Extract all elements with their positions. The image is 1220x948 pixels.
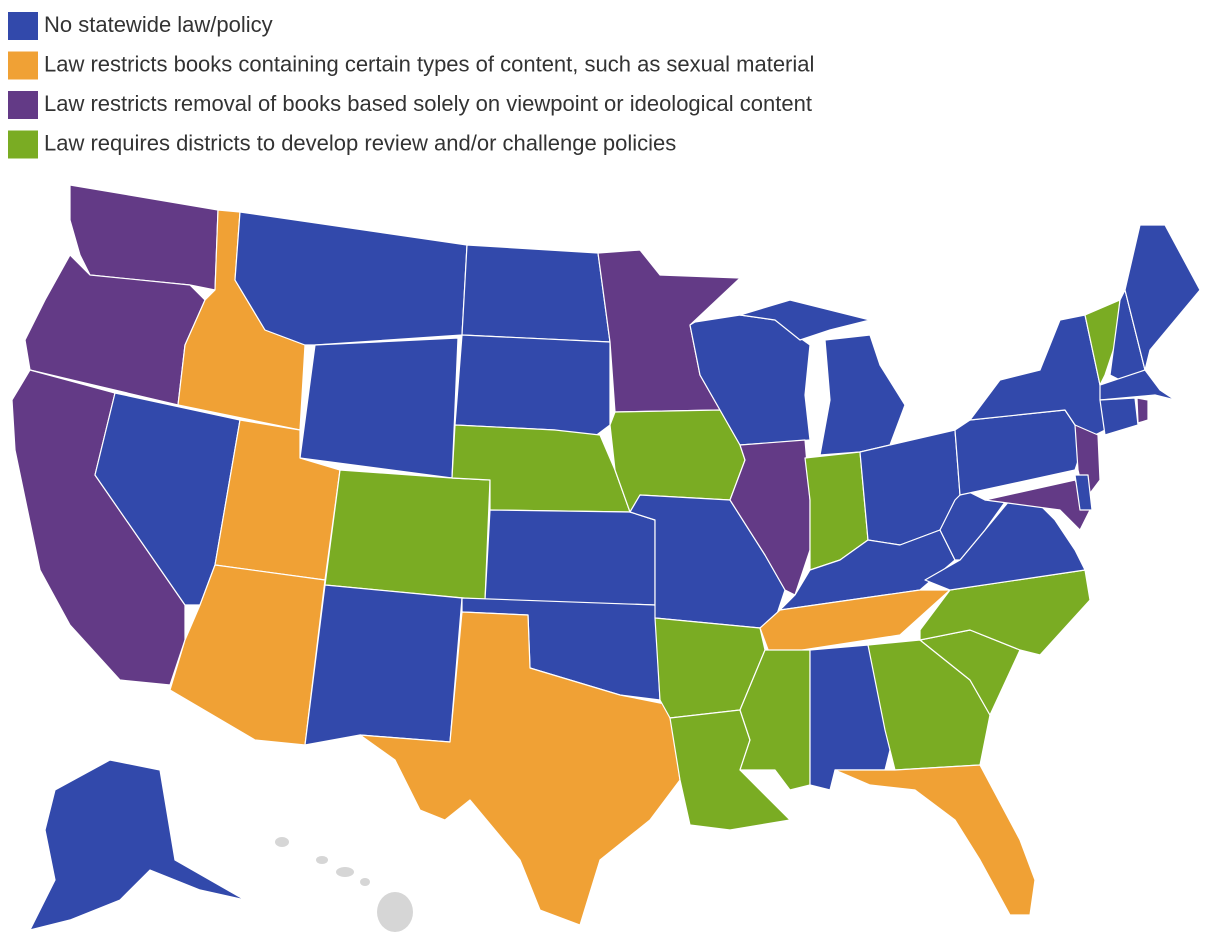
state: [834, 764, 1036, 916]
state: [484, 509, 656, 606]
island: [360, 878, 370, 886]
state: [454, 334, 611, 441]
legend-label: Law requires districts to develop review…: [44, 130, 676, 155]
state: [1099, 397, 1139, 436]
state: [819, 334, 906, 456]
island: [275, 837, 289, 847]
legend-swatch: [8, 91, 38, 119]
state: [629, 494, 786, 629]
state: [359, 611, 681, 926]
state: [29, 759, 246, 931]
state: [739, 299, 871, 341]
state: [984, 479, 1091, 531]
state: [461, 244, 611, 343]
legend-swatch: [8, 12, 38, 40]
state: [299, 337, 459, 479]
state: [1084, 299, 1121, 386]
island: [316, 856, 328, 864]
legend-label: Law restricts removal of books based sol…: [44, 91, 812, 116]
state: [739, 649, 811, 791]
legend-label: Law restricts books containing certain t…: [44, 51, 814, 76]
state: [234, 211, 468, 346]
state: [304, 584, 463, 746]
legend-label: No statewide law/policy: [44, 12, 273, 37]
legend: No statewide law/policy Law restricts boo…: [8, 12, 814, 159]
island: [336, 867, 354, 877]
island: [377, 892, 413, 932]
legend-swatch: [8, 51, 38, 80]
state: [1074, 474, 1093, 511]
states: [11, 184, 1201, 932]
state: [69, 184, 219, 291]
state: [1136, 397, 1149, 424]
state: [324, 469, 491, 601]
legend-swatch: [8, 130, 38, 159]
